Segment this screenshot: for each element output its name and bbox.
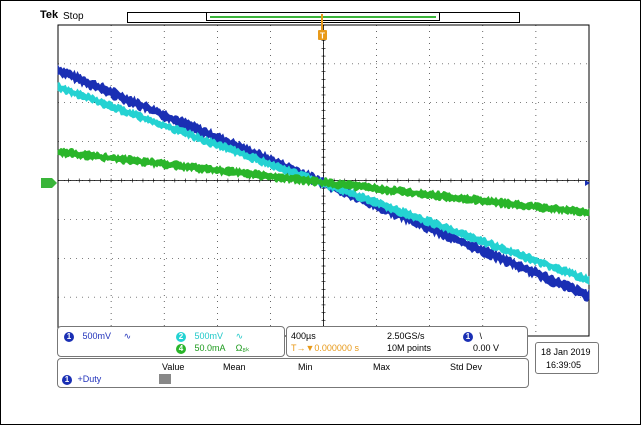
channel-4-badge: 4 — [176, 343, 186, 354]
meas-header-std-dev: Std Dev — [450, 362, 483, 372]
channel-4-setting[interactable]: 4 50.0mA Ω₈ₖ — [176, 343, 250, 354]
timebase-panel[interactable]: 400µs 2.50GS/s T→▼0.000000 s 10M points … — [286, 326, 528, 357]
date-time-display: 18 Jan 2019 16:39:05 — [535, 342, 599, 374]
measurement-label: +Duty — [77, 374, 102, 384]
channel-2-scale: 500mV — [194, 331, 224, 341]
acquisition-status: Stop — [63, 11, 84, 22]
meas-header-value: Value — [162, 362, 185, 372]
trigger-slope-icon: \ — [479, 331, 483, 341]
trigger-position-marker: T — [318, 14, 327, 41]
channel-1-setting[interactable]: 1 500mV ∿ — [64, 331, 131, 342]
date-label: 18 Jan 2019 — [541, 347, 591, 357]
ground-reference-marker — [41, 178, 57, 188]
measurement-panel[interactable]: Value Mean Min Max Std Dev 1 +Duty — [57, 358, 529, 388]
channel-1-badge: 1 — [64, 331, 74, 342]
measurement-value-placeholder — [159, 374, 171, 384]
channel-2-badge: 2 — [176, 331, 186, 342]
waveform-traces — [57, 64, 590, 302]
time-label: 16:39:05 — [546, 360, 582, 370]
record-length: 10M points — [387, 343, 432, 353]
channel-settings-panel[interactable]: 1 500mV ∿ 2 500mV ∿ 4 50.0mA Ω₈ₖ — [57, 326, 285, 357]
sample-rate: 2.50GS/s — [387, 331, 425, 341]
brand-logo: Tek — [40, 9, 59, 21]
trigger-level-marker — [585, 180, 590, 186]
channel-4-termination-icon: Ω₈ₖ — [235, 343, 250, 353]
channel-2-setting[interactable]: 2 500mV ∿ — [176, 331, 243, 342]
horizontal-position: T→▼0.000000 s — [291, 343, 359, 353]
channel-1-coupling-icon: ∿ — [123, 331, 132, 341]
trigger-level: 0.00 V — [473, 343, 500, 353]
meas-header-min: Min — [298, 362, 313, 372]
meas-header-mean: Mean — [223, 362, 246, 372]
meas-header-max: Max — [373, 362, 391, 372]
channel-2-coupling-icon: ∿ — [235, 331, 244, 341]
horizontal-scale: 400µs — [291, 331, 316, 341]
channel-4-trace — [57, 147, 590, 217]
measurement-channel-badge: 1 — [62, 374, 72, 385]
measurement-row[interactable]: 1 +Duty — [62, 374, 101, 385]
channel-1-scale: 500mV — [82, 331, 112, 341]
channel-4-scale: 50.0mA — [194, 343, 226, 353]
trigger-source[interactable]: 1 \ — [463, 331, 482, 342]
trigger-source-badge: 1 — [463, 331, 473, 342]
trigger-marker-label: T — [320, 32, 325, 41]
